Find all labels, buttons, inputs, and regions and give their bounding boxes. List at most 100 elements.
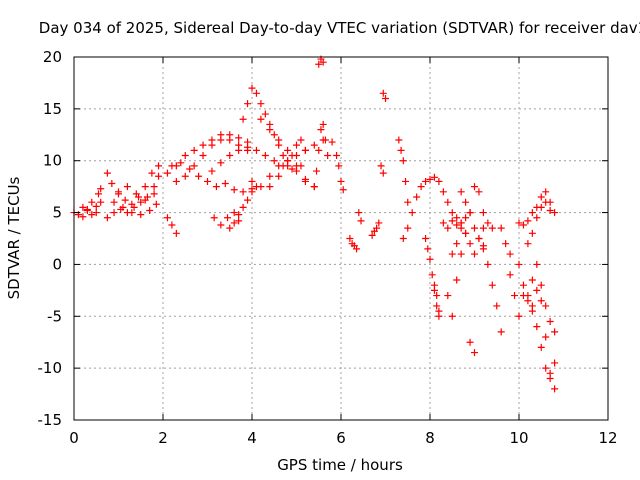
series-arc-29	[430, 281, 443, 315]
data-point	[190, 146, 198, 154]
series-arc-7	[163, 214, 180, 237]
series-arc-43	[515, 188, 559, 229]
data-point	[542, 198, 550, 206]
data-point	[528, 307, 536, 315]
series-arc-8	[163, 131, 252, 177]
data-point	[448, 250, 456, 258]
data-point	[146, 206, 154, 214]
data-point	[119, 203, 127, 211]
data-point	[266, 172, 274, 180]
data-point	[488, 224, 496, 232]
data-point	[502, 240, 510, 248]
data-point	[453, 221, 461, 229]
data-point	[110, 209, 118, 217]
data-point	[92, 202, 100, 210]
data-point	[382, 94, 389, 102]
data-point	[230, 209, 238, 217]
data-point	[430, 173, 438, 181]
data-point	[248, 188, 256, 196]
series-arc-6	[115, 183, 158, 204]
data-point	[317, 126, 325, 134]
data-point	[235, 217, 243, 225]
x-tick-label: 4	[247, 429, 257, 447]
data-point	[195, 172, 203, 180]
data-point	[466, 240, 474, 248]
data-point	[261, 110, 269, 118]
series-arc-36	[479, 245, 505, 336]
data-point	[288, 165, 296, 173]
data-point	[224, 214, 232, 222]
data-point	[324, 152, 332, 160]
data-point	[313, 167, 321, 175]
data-point	[163, 169, 171, 177]
x-tick-label: 2	[158, 429, 168, 447]
data-point	[404, 224, 412, 232]
data-point	[115, 188, 122, 196]
data-point	[457, 250, 465, 258]
data-point	[266, 183, 274, 191]
data-point	[471, 224, 478, 232]
data-point	[177, 159, 185, 167]
series-arc-40	[524, 260, 559, 393]
y-tick-label: -10	[38, 359, 63, 377]
data-point	[315, 146, 323, 154]
data-point	[221, 180, 229, 188]
data-point	[252, 146, 260, 154]
data-point	[168, 162, 176, 170]
data-point	[199, 152, 207, 160]
data-point	[515, 312, 523, 320]
data-point	[319, 120, 327, 128]
y-tick-label: 15	[43, 100, 62, 118]
data-point	[79, 213, 87, 221]
data-point	[88, 211, 96, 219]
data-point	[475, 188, 483, 196]
data-point	[270, 157, 278, 165]
data-point	[172, 177, 180, 185]
data-point	[152, 200, 160, 208]
data-point	[444, 292, 452, 300]
series-arc-37	[497, 224, 514, 258]
data-point	[542, 302, 550, 310]
data-point	[417, 183, 425, 191]
series-arc-34	[462, 219, 496, 258]
data-point	[257, 115, 265, 123]
data-point	[137, 198, 145, 206]
data-point	[402, 177, 410, 185]
y-tick-label: 0	[52, 255, 62, 273]
series-arc-19	[315, 55, 327, 68]
data-point	[79, 203, 87, 211]
data-point	[235, 211, 243, 219]
series-arc-10	[172, 131, 252, 185]
data-point	[462, 214, 470, 222]
series-arc-14	[239, 84, 309, 165]
series-arc-42	[537, 281, 559, 336]
data-point	[141, 183, 149, 191]
data-point	[484, 260, 492, 268]
data-point	[150, 183, 158, 191]
data-point	[497, 224, 505, 232]
data-point	[226, 152, 234, 160]
data-point	[150, 190, 158, 198]
data-point	[244, 100, 252, 108]
data-point	[533, 214, 541, 222]
series-arc-2	[79, 198, 105, 221]
data-point	[515, 219, 523, 227]
data-point	[551, 209, 559, 217]
data-point	[212, 183, 220, 191]
series-arc-5	[110, 198, 160, 219]
data-point	[83, 205, 91, 213]
data-point	[239, 115, 247, 123]
data-point	[148, 169, 156, 177]
data-point	[97, 185, 105, 193]
x-tick-label: 8	[425, 429, 435, 447]
data-point	[506, 250, 514, 258]
data-point	[239, 203, 247, 211]
data-point	[373, 224, 381, 232]
data-point	[235, 134, 243, 142]
data-point	[533, 286, 541, 294]
data-point	[121, 196, 129, 204]
data-point	[457, 188, 465, 196]
data-point	[422, 235, 430, 242]
data-point	[141, 196, 149, 204]
